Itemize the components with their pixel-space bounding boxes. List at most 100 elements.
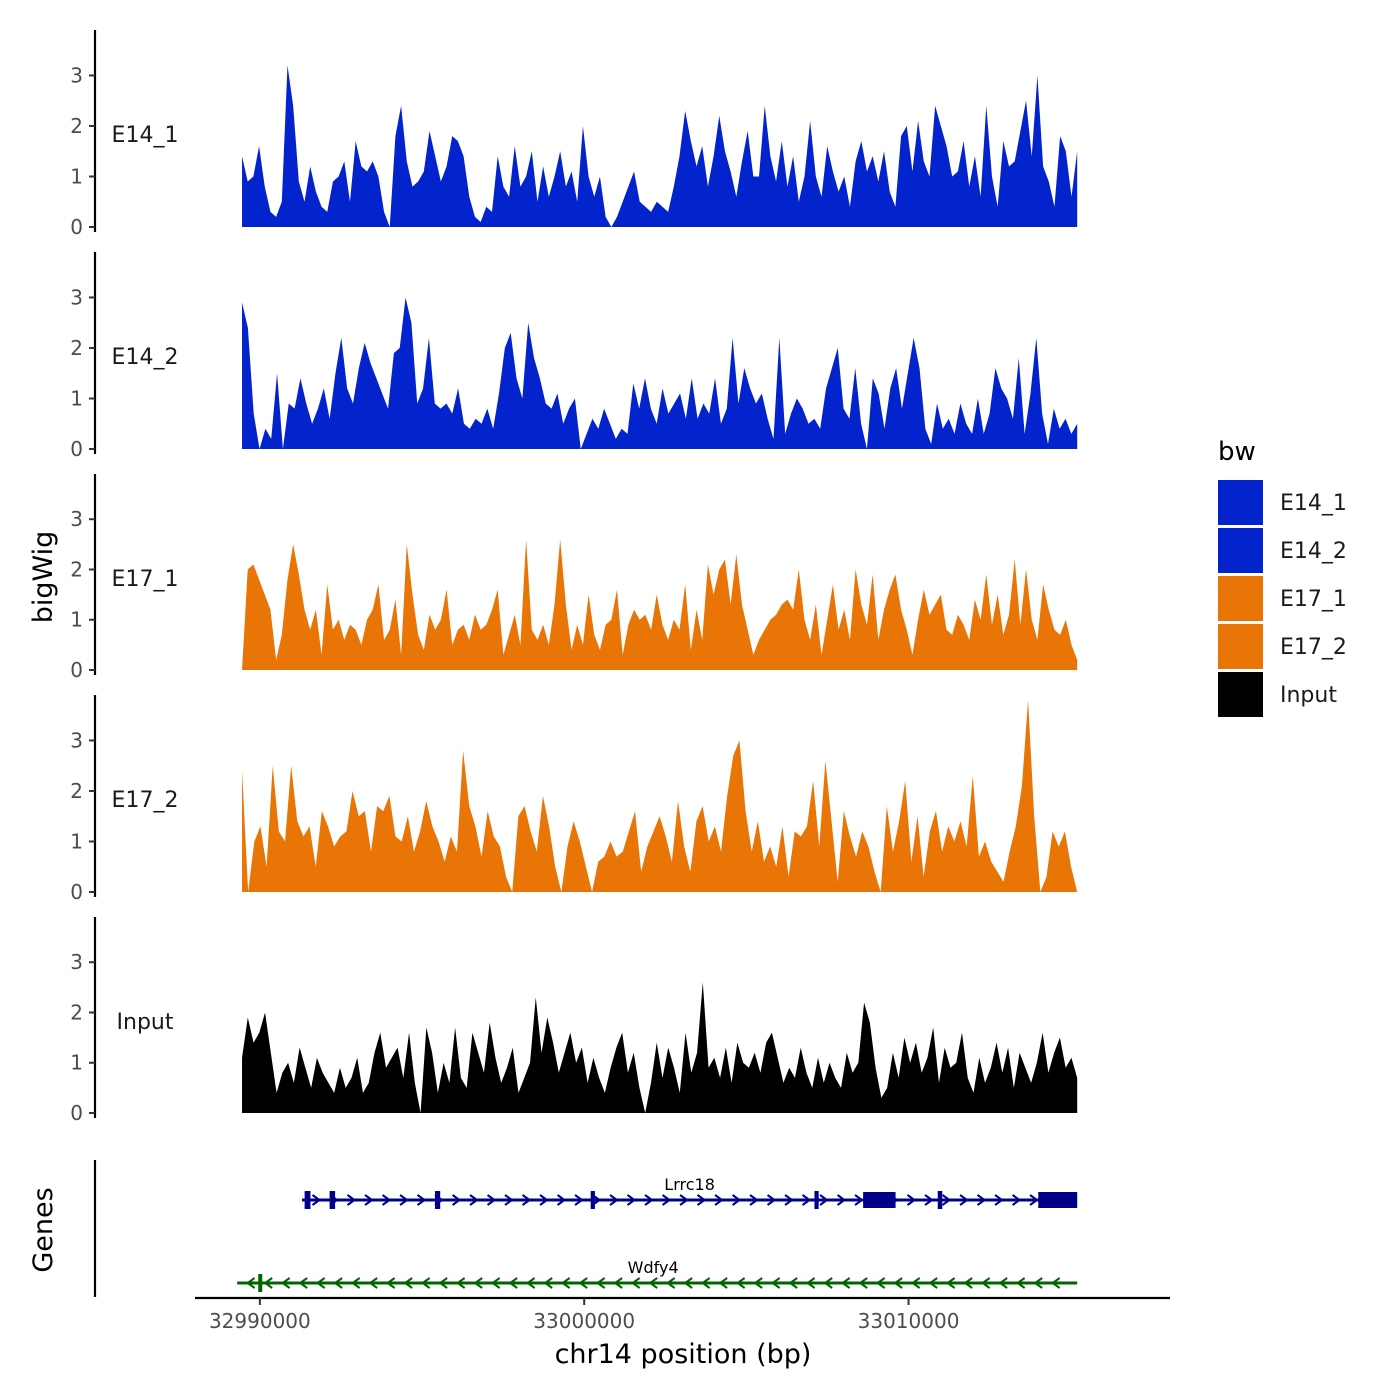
strand-chevron bbox=[630, 1277, 641, 1289]
y-tick-label: 0 bbox=[70, 658, 83, 682]
legend-item-E14_1: E14_1 bbox=[1218, 480, 1347, 525]
y-tick-label: 2 bbox=[70, 1000, 83, 1024]
strand-chevron bbox=[766, 1194, 777, 1206]
y-tick-label: 0 bbox=[70, 1101, 83, 1125]
strand-chevron bbox=[718, 1277, 728, 1289]
strand-chevron bbox=[945, 1277, 956, 1289]
x-axis-title: chr14 position (bp) bbox=[555, 1339, 812, 1370]
strand-chevron bbox=[928, 1277, 938, 1289]
strand-chevron bbox=[998, 1277, 1008, 1289]
strand-chevron bbox=[735, 1277, 746, 1289]
gene-name-label: Wdfy4 bbox=[628, 1258, 679, 1277]
strand-chevron bbox=[539, 1194, 549, 1206]
signal-area bbox=[242, 539, 1078, 670]
strand-chevron bbox=[1029, 1194, 1039, 1206]
x-axis: 32990000 33000000 33010000 bbox=[195, 1296, 1170, 1333]
legend-item-E14_2: E14_2 bbox=[1218, 528, 1347, 573]
legend-swatch bbox=[1218, 672, 1263, 717]
strand-chevron bbox=[420, 1277, 431, 1289]
y-tick-label: 2 bbox=[70, 557, 83, 581]
strand-chevron bbox=[976, 1194, 987, 1206]
strand-chevron bbox=[980, 1277, 991, 1289]
gene-Wdfy4: Wdfy4 bbox=[237, 1258, 1078, 1292]
strand-chevron bbox=[609, 1194, 619, 1206]
legend-title: bw bbox=[1218, 437, 1256, 467]
strand-chevron bbox=[543, 1277, 553, 1289]
strand-chevron bbox=[731, 1194, 742, 1206]
track-E17_1: 0 1 2 3 E17_1 bbox=[70, 474, 1078, 682]
legend: bw E14_1 E14_2 E17_1 E17_2 Input bbox=[1218, 437, 1347, 717]
x-tick-label: 33000000 bbox=[533, 1309, 635, 1333]
legend-swatch bbox=[1218, 576, 1263, 621]
exon bbox=[258, 1274, 263, 1292]
track-label: Input bbox=[117, 1010, 174, 1035]
strand-chevron bbox=[381, 1194, 392, 1206]
strand-chevron bbox=[801, 1194, 812, 1206]
y-tick-label: 0 bbox=[70, 880, 83, 904]
strand-chevron bbox=[665, 1277, 676, 1289]
strand-chevron bbox=[333, 1277, 343, 1289]
strand-chevron bbox=[770, 1277, 781, 1289]
y-tick-label: 1 bbox=[70, 386, 83, 410]
strand-chevron bbox=[346, 1194, 357, 1206]
strand-chevron bbox=[644, 1194, 654, 1206]
strand-chevron bbox=[416, 1194, 427, 1206]
strand-chevron bbox=[1015, 1277, 1026, 1289]
strand-chevron bbox=[749, 1194, 759, 1206]
strand-chevron bbox=[469, 1194, 479, 1206]
strand-chevron bbox=[906, 1194, 917, 1206]
exon bbox=[1038, 1192, 1078, 1208]
strand-chevron bbox=[840, 1277, 851, 1289]
strand-chevron bbox=[315, 1277, 326, 1289]
strand-chevron bbox=[805, 1277, 816, 1289]
legend-label: E17_1 bbox=[1280, 587, 1347, 612]
strand-chevron bbox=[438, 1277, 448, 1289]
strand-chevron bbox=[473, 1277, 483, 1289]
exon bbox=[590, 1191, 595, 1209]
strand-chevron bbox=[504, 1194, 514, 1206]
strand-chevron bbox=[280, 1277, 291, 1289]
strand-chevron bbox=[696, 1194, 707, 1206]
legend-label: Input bbox=[1280, 683, 1337, 708]
strand-chevron bbox=[819, 1194, 829, 1206]
strand-chevron bbox=[788, 1277, 798, 1289]
exon bbox=[863, 1192, 896, 1208]
strand-chevron bbox=[994, 1194, 1004, 1206]
y-tick-label: 3 bbox=[70, 63, 83, 87]
y-tick-label: 2 bbox=[70, 114, 83, 138]
exon bbox=[937, 1191, 943, 1209]
signal-area bbox=[242, 297, 1078, 449]
strand-chevron bbox=[1011, 1194, 1022, 1206]
signal-tracks: 0 1 2 3 E14_1 0 1 2 3 E14_2 0 1 2 3 E17_1 0 1 2 3 E17_2 0 1 2 3… bbox=[70, 30, 1078, 1125]
strand-chevron bbox=[613, 1277, 623, 1289]
strand-chevron bbox=[1050, 1277, 1061, 1289]
strand-chevron bbox=[858, 1277, 868, 1289]
y-axis-title: bigWig bbox=[28, 531, 59, 624]
track-E14_1: 0 1 2 3 E14_1 bbox=[70, 30, 1078, 239]
strand-chevron bbox=[403, 1277, 413, 1289]
strand-chevron bbox=[924, 1194, 934, 1206]
strand-chevron bbox=[836, 1194, 847, 1206]
strand-chevron bbox=[823, 1277, 833, 1289]
strand-chevron bbox=[385, 1277, 396, 1289]
strand-chevron bbox=[626, 1194, 637, 1206]
track-label: E17_1 bbox=[112, 567, 179, 592]
gene-name-label: Lrrc18 bbox=[664, 1175, 715, 1194]
strand-chevron bbox=[556, 1194, 567, 1206]
strand-chevron bbox=[753, 1277, 763, 1289]
y-tick-label: 1 bbox=[70, 164, 83, 188]
strand-chevron bbox=[963, 1277, 973, 1289]
x-tick-label: 33010000 bbox=[858, 1309, 960, 1333]
exon bbox=[814, 1191, 819, 1209]
strand-chevron bbox=[1033, 1277, 1043, 1289]
track-E17_2: 0 1 2 3 E17_2 bbox=[70, 695, 1078, 904]
track-label: E14_2 bbox=[112, 345, 179, 370]
strand-chevron bbox=[854, 1194, 864, 1206]
y-tick-label: 3 bbox=[70, 728, 83, 752]
strand-chevron bbox=[875, 1277, 886, 1289]
strand-chevron bbox=[959, 1194, 969, 1206]
strand-chevron bbox=[521, 1194, 532, 1206]
strand-chevron bbox=[451, 1194, 462, 1206]
signal-area bbox=[242, 700, 1078, 892]
